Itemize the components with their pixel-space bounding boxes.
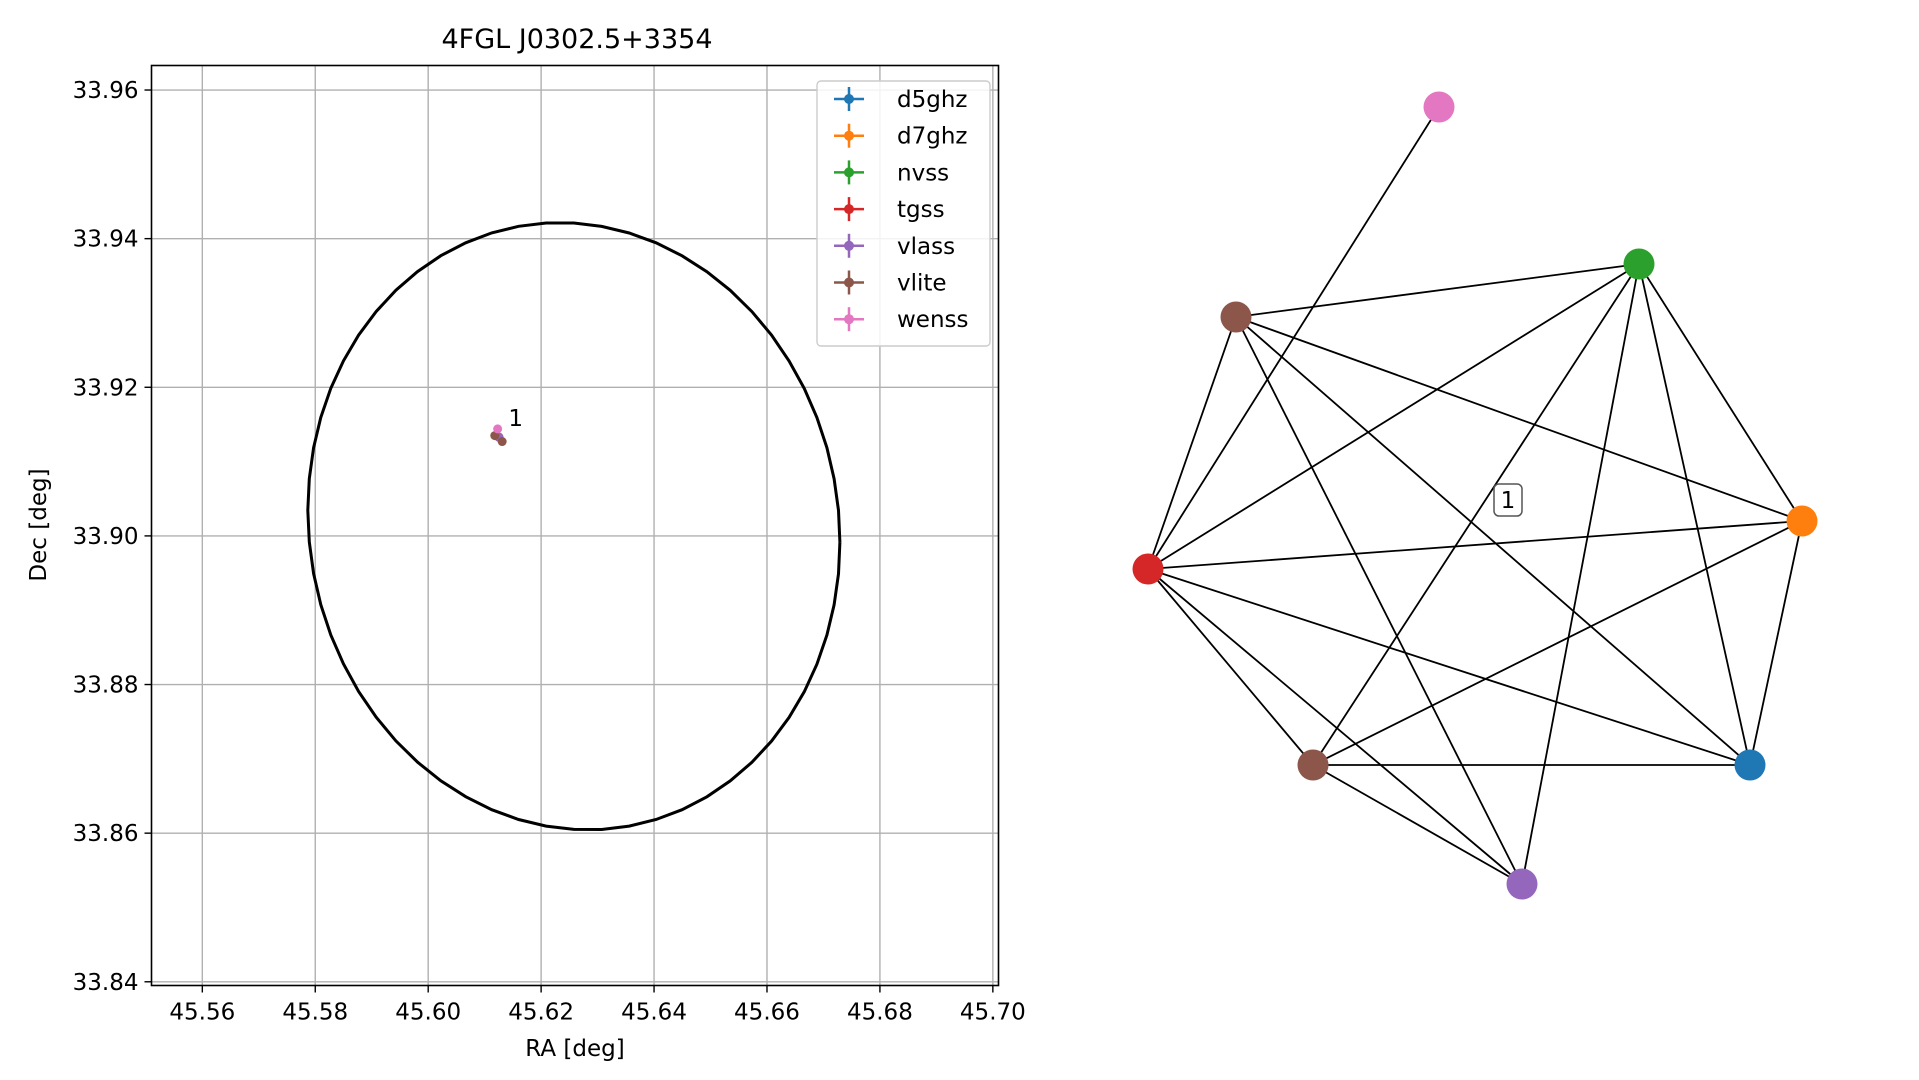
edge-vlite_a-d7ghz [1235,316,1803,522]
localization-ellipse [306,221,842,832]
legend-box [816,80,991,347]
x-tick-label: 45.60 [395,1000,461,1026]
legend-marker-dot [844,240,854,251]
network-graph: 1 [1132,91,1818,900]
legend-label: d7ghz [897,124,967,150]
legend-label: nvss [897,160,949,186]
network-edges [1147,106,1803,885]
y-tick-label: 33.92 [73,375,139,401]
sky-plot: 4FGL J0302.5+3354 1 45.56 45.58 45.60 45.62… [26,24,1026,1062]
uncertainty-ellipse [306,221,842,832]
edge-vlite_a-d5ghz [1235,316,1751,766]
edge-d7ghz-vlite_b [1312,520,1803,766]
y-tick-label: 33.88 [73,673,139,699]
node-wenss [1423,91,1455,123]
edge-d7ghz-d5ghz [1749,520,1803,766]
node-nvss [1623,248,1655,280]
node-vlite_a [1220,301,1252,333]
edge-tgss-d5ghz [1147,568,1751,766]
x-tick-label: 45.66 [734,1000,800,1026]
point-wenss [493,424,503,434]
edge-nvss-d5ghz [1638,263,1751,766]
x-axis-label: RA [deg] [525,1036,624,1062]
legend-marker-dot [844,204,854,215]
edge-nvss-d7ghz [1638,263,1803,522]
y-tick-label: 33.94 [73,227,139,253]
edge-tgss-vlass [1147,568,1523,885]
y-tick-label: 33.90 [73,524,139,550]
node-tgss [1132,553,1164,585]
x-tick-label: 45.64 [621,1000,687,1026]
edge-vlite_a-vlass [1235,316,1523,885]
edge-nvss-vlite_b [1312,263,1640,766]
cluster-label-text: 1 [1501,488,1516,514]
x-tick-label: 45.56 [169,1000,235,1026]
edge-vlite_a-nvss [1235,263,1640,318]
y-tick-label: 33.96 [73,78,139,104]
legend-marker-dot [844,94,854,104]
x-tick-label: 45.70 [960,1000,1026,1026]
network-nodes [1132,91,1818,900]
y-tick-label: 33.86 [73,821,139,847]
node-d5ghz [1734,749,1766,781]
node-vlite_b [1297,749,1329,781]
x-axis-ticks: 45.56 45.58 45.60 45.62 45.64 45.66 45.68 45.70 [169,985,1026,1026]
cluster-label: 1 [1493,483,1523,517]
legend-label: tgss [897,197,945,223]
y-axis-ticks: 33.84 33.86 33.88 33.90 33.92 33.94 33.96 [73,78,152,996]
legend-label: vlass [897,234,955,260]
edge-nvss-tgss [1147,263,1640,570]
node-d7ghz [1786,505,1818,537]
edge-tgss-d7ghz [1147,520,1803,570]
point-vlite [497,437,507,447]
data-points [490,424,507,447]
edge-vlite_a-tgss [1147,316,1237,570]
chart-title: 4FGL J0302.5+3354 [441,24,712,55]
legend-label: wenss [897,307,969,333]
legend-label: d5ghz [897,87,967,113]
cluster-label-box [1493,483,1523,517]
x-tick-label: 45.62 [508,1000,574,1026]
legend: d5ghz d7ghz nvss tgss vlass vlite wenss [816,80,991,347]
legend-marker-dot [844,130,854,141]
legend-marker-dot [844,277,854,288]
legend-marker-dot [844,314,854,325]
edge-vlite_b-vlass [1312,764,1523,885]
x-tick-label: 45.68 [847,1000,913,1026]
node-vlass [1506,868,1538,900]
legend-label: vlite [897,271,947,297]
y-tick-label: 33.84 [73,970,139,996]
edge-nvss-vlass [1521,263,1640,885]
legend-marker-dot [844,167,854,178]
point-annotation: 1 [508,406,523,432]
y-axis-label: Dec [deg] [26,468,52,581]
edge-tgss-vlite_b [1147,568,1314,766]
x-tick-label: 45.58 [282,1000,348,1026]
plot-frame [150,64,1000,987]
